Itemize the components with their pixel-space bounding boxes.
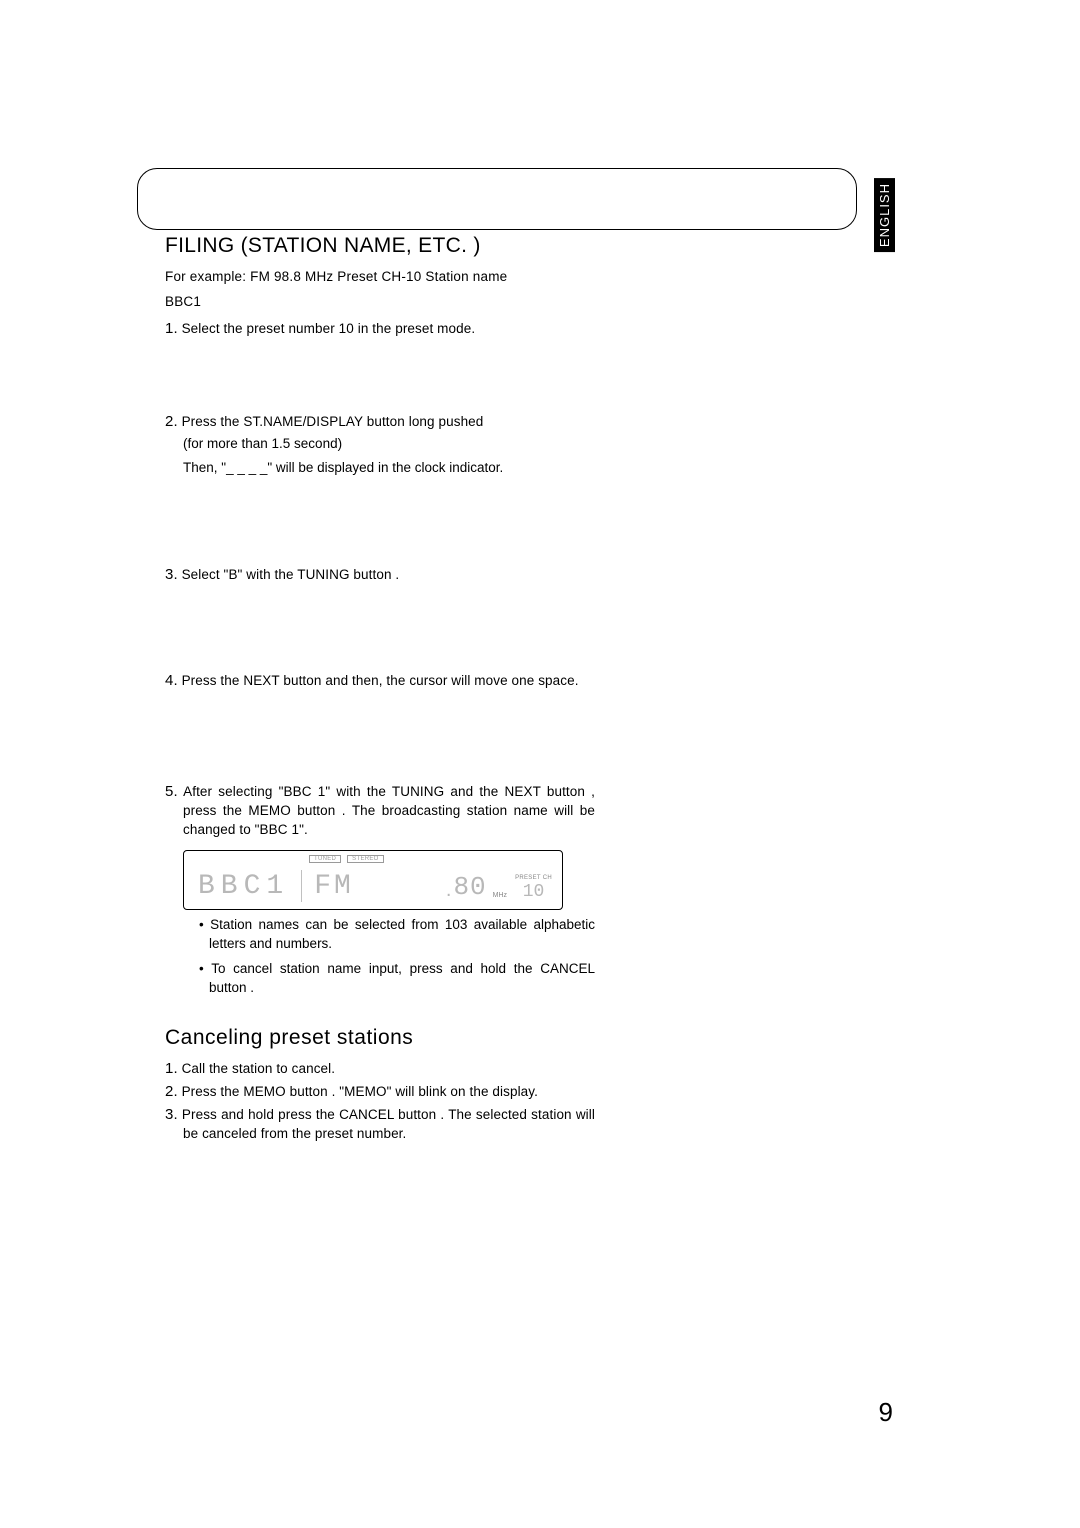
cancel-step-2-text: Press the MEMO button . "MEMO" will blin… bbox=[182, 1084, 538, 1099]
cancel-step-3-text: Press and hold press the CANCEL button .… bbox=[182, 1107, 595, 1141]
main-content: FILING (STATION NAME, ETC. ) For example… bbox=[165, 234, 595, 1146]
note-2-text: To cancel station name input, press and … bbox=[209, 961, 595, 995]
section-title: FILING (STATION NAME, ETC. ) bbox=[165, 234, 595, 258]
lcd-display: TUNED STEREO BBC1 FM . 80 MHz PRESET CH … bbox=[183, 850, 563, 910]
step-5: 5. After selecting "BBC 1" with the TUNI… bbox=[165, 781, 595, 840]
lcd-top-labels: TUNED STEREO bbox=[309, 855, 384, 863]
page-container: ENGLISH FILING (STATION NAME, ETC. ) For… bbox=[0, 0, 1080, 1528]
cancel-step-2: 2. Press the MEMO button . "MEMO" will b… bbox=[165, 1081, 595, 1102]
step-2-text2: (for more than 1.5 second) bbox=[165, 434, 595, 454]
step-4-text: Press the NEXT button and then, the curs… bbox=[182, 673, 579, 688]
lcd-dot: . bbox=[446, 879, 452, 902]
step-1-num: 1. bbox=[165, 320, 178, 337]
step-1: 1. Select the preset number 10 in the pr… bbox=[165, 318, 595, 339]
lcd-divider bbox=[301, 870, 302, 902]
step-2-text1: Press the ST.NAME/DISPLAY button long pu… bbox=[182, 414, 484, 429]
step-2-text3: Then, "_ _ _ _" will be displayed in the… bbox=[165, 458, 595, 478]
lcd-station-name: BBC1 bbox=[198, 871, 289, 902]
lcd-stereo-label: STEREO bbox=[347, 855, 383, 863]
header-frame bbox=[137, 168, 857, 230]
cancel-step-2-num: 2. bbox=[165, 1083, 178, 1100]
cancel-step-1-num: 1. bbox=[165, 1060, 178, 1077]
cancel-step-3: 3. Press and hold press the CANCEL butto… bbox=[165, 1104, 595, 1144]
note-1-text: Station names can be selected from 103 a… bbox=[209, 917, 595, 951]
step-1-text: Select the preset number 10 in the prese… bbox=[182, 321, 476, 336]
step-4: 4. Press the NEXT button and then, the c… bbox=[165, 670, 595, 691]
lcd-preset-label: PRESET CH bbox=[515, 875, 552, 881]
lcd-right-group: . 80 MHz PRESET CH 10 bbox=[446, 872, 552, 902]
lcd-preset-col: PRESET CH 10 bbox=[515, 875, 552, 902]
example-line-1: For example: FM 98.8 MHz Preset CH-10 St… bbox=[165, 268, 595, 287]
lcd-segment-row: BBC1 FM . 80 MHz PRESET CH 10 bbox=[198, 870, 552, 902]
step-3-text: Select "B" with the TUNING button . bbox=[182, 567, 400, 582]
notes-list: • Station names can be selected from 103… bbox=[165, 916, 595, 998]
step-5-text: After selecting "BBC 1" with the TUNING … bbox=[183, 784, 595, 837]
step-4-num: 4. bbox=[165, 672, 178, 689]
language-tab: ENGLISH bbox=[874, 178, 895, 252]
lcd-left-group: BBC1 FM bbox=[198, 870, 354, 902]
cancel-step-3-num: 3. bbox=[165, 1106, 178, 1123]
lcd-tuned-label: TUNED bbox=[309, 855, 341, 863]
lcd-preset-number: 10 bbox=[523, 882, 545, 902]
cancel-section-title: Canceling preset stations bbox=[165, 1026, 595, 1050]
step-3: 3. Select "B" with the TUNING button . bbox=[165, 564, 595, 585]
note-1: • Station names can be selected from 103… bbox=[199, 916, 595, 954]
lcd-unit: MHz bbox=[493, 892, 507, 899]
example-line-2: BBC1 bbox=[165, 293, 595, 312]
step-5-num: 5. bbox=[165, 783, 178, 800]
step-2-num: 2. bbox=[165, 413, 178, 430]
page-number: 9 bbox=[879, 1397, 893, 1428]
cancel-step-1: 1. Call the station to cancel. bbox=[165, 1058, 595, 1079]
cancel-step-1-text: Call the station to cancel. bbox=[182, 1061, 336, 1076]
lcd-frequency: 80 bbox=[453, 872, 486, 902]
step-2: 2. Press the ST.NAME/DISPLAY button long… bbox=[165, 411, 595, 432]
note-2: • To cancel station name input, press an… bbox=[199, 960, 595, 998]
step-3-num: 3. bbox=[165, 566, 178, 583]
lcd-band: FM bbox=[314, 871, 354, 902]
